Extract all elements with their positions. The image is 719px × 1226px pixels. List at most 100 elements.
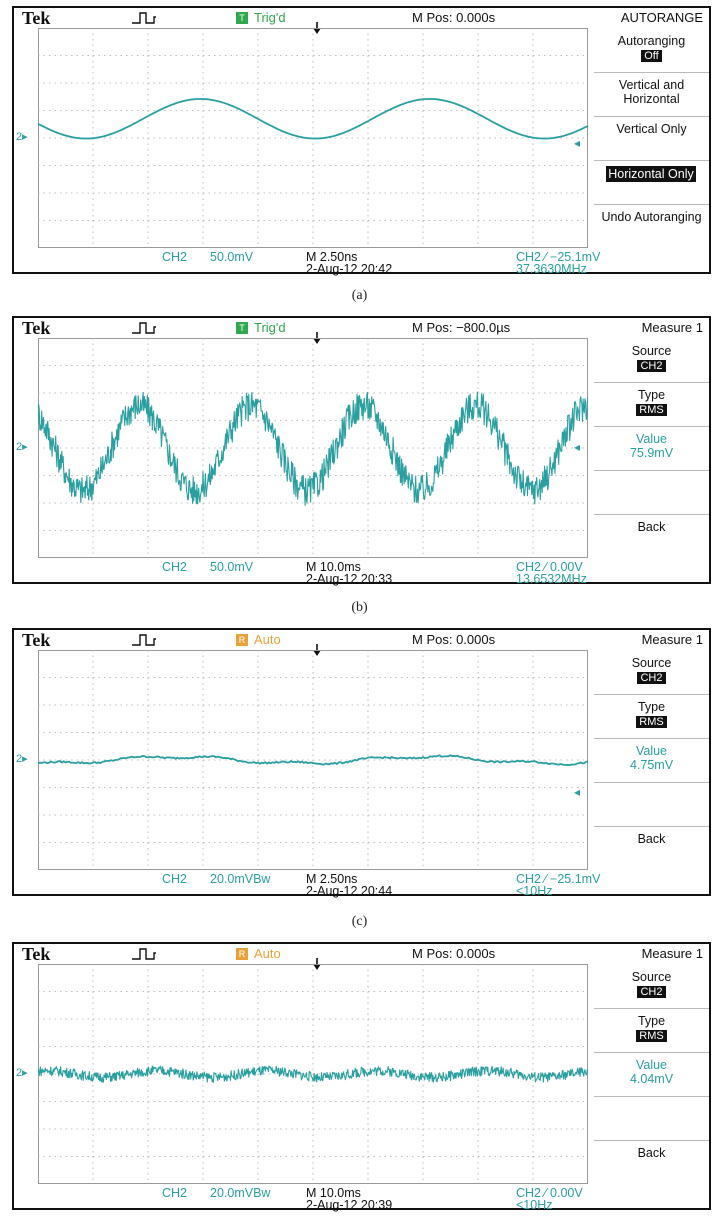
frequency-readout: 37.3630MHz [516, 262, 587, 276]
menu-item-type[interactable]: Type RMS [594, 1014, 709, 1042]
acquisition-pulse-icon [132, 634, 156, 646]
timebase: M 10.0ms [306, 1186, 361, 1200]
menu-item-vertical-and-horizontal[interactable]: Vertical and Horizontal [594, 78, 709, 106]
trigger-position-icon [313, 22, 321, 34]
menu-item-horizontal-only[interactable]: Horizontal Only [606, 166, 696, 182]
menu-item-label: Value [635, 432, 668, 446]
menu-title: AUTORANGE [620, 10, 703, 25]
menu-item-label: Autoranging [617, 34, 686, 48]
oscilloscope-screen: Tek R Auto M Pos: 0.000s Measure 1 2▸ Source CH… [12, 942, 711, 1212]
trigger-status: Auto [254, 946, 281, 961]
menu-item-value[interactable]: Value 75.9mV [594, 432, 709, 460]
readout-bar: CH2 20.0mVBw M 2.50ns 2-Aug-12 20:44 CH2 ⁄ −… [14, 871, 709, 898]
figure-caption: (a) [351, 288, 368, 303]
vertical-scale: 50.0mV [210, 560, 254, 574]
status-bar: Tek T Trig'd M Pos: 0.000s AUTORANGE [14, 8, 709, 28]
menu-title: Measure 1 [641, 320, 703, 335]
measurement-value: 75.9mV [629, 446, 674, 460]
trigger-level-marker-icon: ◂ [574, 785, 581, 799]
ch2-ground-marker-icon: 2▸ [16, 441, 28, 453]
menu-item-label: Source [631, 970, 672, 984]
ch2-waveform [38, 98, 588, 140]
menu-divider [594, 782, 709, 783]
menu-divider [594, 514, 709, 515]
menu-item-back[interactable]: Back [594, 520, 709, 534]
menu-divider [594, 738, 709, 739]
frequency-readout: <10Hz [516, 1198, 553, 1212]
channel-label: CH2 [162, 250, 188, 264]
readout-bar: CH2 50.0mV M 2.50ns 2-Aug-12 20:42 CH2 ⁄ −25… [14, 249, 709, 276]
menu-item-label: Back [637, 1146, 666, 1160]
frequency-readout: 13.6532MHz [516, 572, 587, 586]
menu-item-back[interactable]: Back [594, 1146, 709, 1160]
status-bar: Tek R Auto M Pos: 0.000s Measure 1 [14, 630, 709, 650]
menu-item-autoranging[interactable]: Autoranging Off [594, 34, 709, 62]
channel-label: CH2 [162, 1186, 188, 1200]
menu-title: Measure 1 [641, 632, 703, 647]
timestamp: 2-Aug-12 20:42 [306, 262, 393, 276]
menu-item-type[interactable]: Type RMS [594, 700, 709, 728]
ch2-ground-marker-icon: 2▸ [16, 753, 28, 765]
frequency-readout: <10Hz [516, 884, 553, 898]
menu-divider [594, 694, 709, 695]
acquisition-pulse-icon [132, 948, 156, 960]
menu-item-back[interactable]: Back [594, 832, 709, 846]
menu-item-chip: RMS [636, 1030, 667, 1042]
horizontal-position: M Pos: 0.000s [412, 946, 496, 961]
oscilloscope-screen: Tek T Trig'd M Pos: −800.0µs Measure 1 2▸ ◂ Sou… [12, 316, 711, 586]
readout-bar: CH2 20.0mVBw M 10.0ms 2-Aug-12 20:39 CH2 ⁄ 0… [14, 1185, 709, 1212]
menu-item-label: Type [637, 700, 666, 714]
menu-divider [594, 382, 709, 383]
menu-item-label: Horizontal Only [608, 167, 694, 181]
menu-item-label: Value [635, 744, 668, 758]
menu-item-undo-autoranging[interactable]: Undo Autoranging [594, 210, 709, 224]
horizontal-position: M Pos: −800.0µs [412, 320, 511, 335]
trigger-badge-icon: T [236, 12, 248, 24]
menu-item-type[interactable]: Type RMS [594, 388, 709, 416]
brand-logo: Tek [22, 944, 51, 964]
readout-bar: CH2 50.0mV M 10.0ms 2-Aug-12 20:33 CH2 ⁄ 0.0… [14, 559, 709, 586]
trigger-status: Auto [254, 632, 281, 647]
status-bar: Tek R Auto M Pos: 0.000s Measure 1 [14, 944, 709, 964]
timestamp: 2-Aug-12 20:39 [306, 1198, 393, 1212]
timebase: M 10.0ms [306, 560, 361, 574]
timestamp: 2-Aug-12 20:33 [306, 572, 393, 586]
menu-divider [594, 1008, 709, 1009]
menu-item-source[interactable]: Source CH2 [594, 656, 709, 684]
graticule [38, 964, 588, 1184]
trigger-readout: CH2 ⁄ −25.1mV [516, 872, 601, 886]
menu-item-chip: Off [641, 50, 662, 62]
menu-divider [594, 826, 709, 827]
timebase: M 2.50ns [306, 872, 358, 886]
menu-divider [594, 1096, 709, 1097]
channel-label: CH2 [162, 560, 188, 574]
menu-item-label: Undo Autoranging [601, 210, 702, 224]
side-menu: Source CH2 Type RMS Value 75.9mV Back [594, 338, 709, 560]
side-menu: Source CH2 Type RMS Value 4.75mV Back [594, 650, 709, 872]
graticule [38, 28, 588, 248]
ch2-waveform [38, 754, 588, 766]
menu-item-source[interactable]: Source CH2 [594, 344, 709, 372]
trigger-position-icon [313, 332, 321, 344]
menu-item-source[interactable]: Source CH2 [594, 970, 709, 998]
figure-caption: (b) [351, 600, 368, 615]
menu-item-label: Vertical Only [616, 122, 687, 136]
measurement-value: 4.75mV [629, 758, 674, 772]
acquisition-pulse-icon [132, 12, 156, 24]
menu-item-chip: RMS [636, 716, 667, 728]
channel-label: CH2 [162, 872, 188, 886]
menu-item-label: Type [637, 1014, 666, 1028]
timestamp: 2-Aug-12 20:44 [306, 884, 393, 898]
menu-item-vertical-only[interactable]: Vertical Only [594, 122, 709, 136]
trigger-badge-icon: R [236, 948, 248, 960]
menu-item-value[interactable]: Value 4.04mV [594, 1058, 709, 1086]
brand-logo: Tek [22, 8, 51, 28]
oscilloscope-screen: Tek T Trig'd M Pos: 0.000s AUTORANGE 2▸ ◂ Autor… [12, 6, 711, 276]
menu-divider [594, 160, 709, 161]
menu-item-value[interactable]: Value 4.75mV [594, 744, 709, 772]
menu-item-chip: CH2 [637, 986, 666, 998]
menu-divider [594, 72, 709, 73]
menu-title: Measure 1 [641, 946, 703, 961]
graticule [38, 338, 588, 558]
vertical-scale: 20.0mVBw [210, 872, 271, 886]
